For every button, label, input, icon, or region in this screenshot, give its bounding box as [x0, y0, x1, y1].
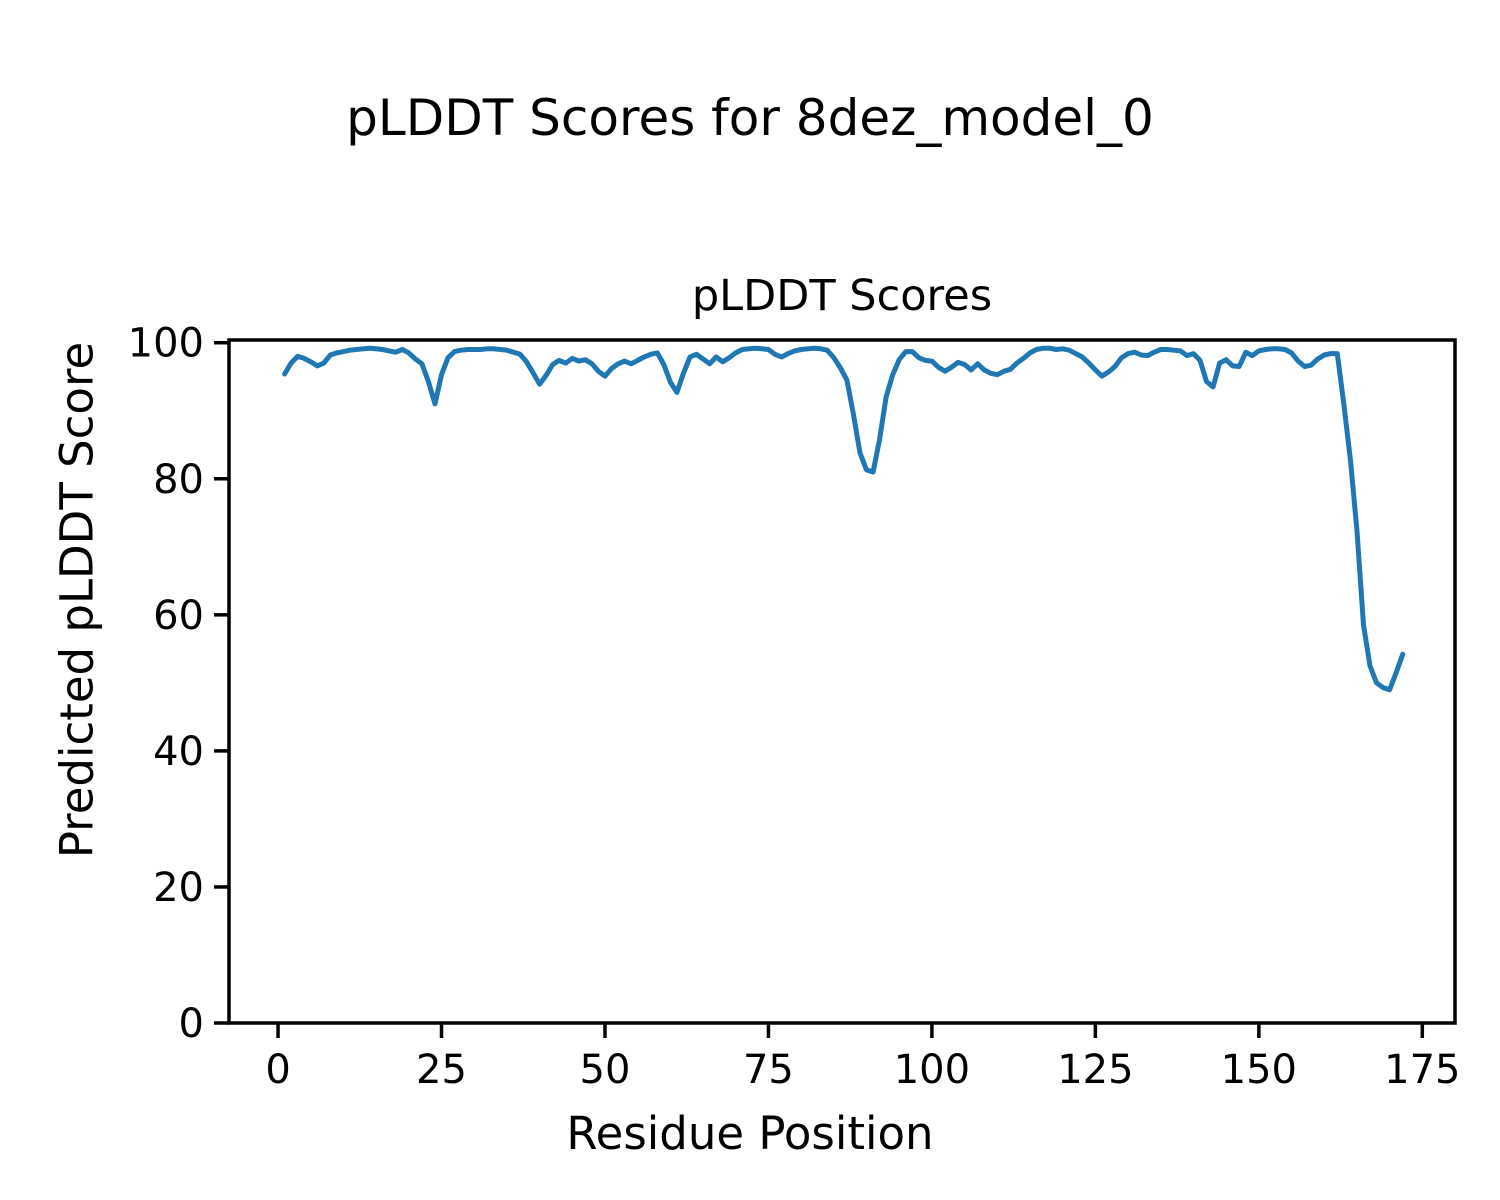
x-tick-label: 75: [743, 1047, 794, 1093]
x-tick-label: 100: [894, 1047, 970, 1093]
figure-title: pLDDT Scores for 8dez_model_0: [346, 89, 1154, 147]
x-tick-label: 175: [1384, 1047, 1460, 1093]
x-tick-label: 125: [1057, 1047, 1133, 1093]
plddt-line: [282, 345, 1406, 693]
y-axis-ticks: 0 20 40 60 80 100: [128, 321, 229, 1047]
y-tick-label: 100: [128, 321, 204, 367]
x-axis-ticks: 0 25 50 75 100 125 150 175: [265, 1023, 1460, 1093]
axes-title: pLDDT Scores: [691, 271, 993, 321]
y-tick-label: 60: [153, 593, 204, 639]
x-tick-label: 25: [416, 1047, 467, 1093]
x-tick-label: 50: [580, 1047, 631, 1093]
y-tick-label: 0: [179, 1001, 204, 1047]
x-tick-label: 150: [1221, 1047, 1297, 1093]
y-tick-label: 40: [153, 729, 204, 775]
y-tick-label: 20: [153, 865, 204, 911]
y-axis-label: Predicted pLDDT Score: [50, 341, 104, 859]
axes-spines: [227, 338, 1457, 1025]
x-tick-label: 0: [265, 1047, 290, 1093]
x-axis-label: Residue Position: [566, 1107, 934, 1160]
y-tick-label: 80: [153, 457, 204, 503]
